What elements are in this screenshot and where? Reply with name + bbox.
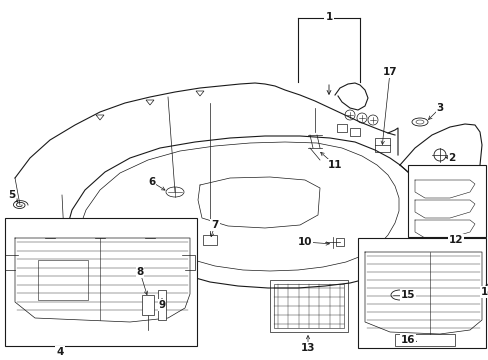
Text: 8: 8 <box>136 267 143 277</box>
Text: 10: 10 <box>297 237 312 247</box>
Bar <box>38 260 88 300</box>
Bar <box>336 124 346 132</box>
Text: 16: 16 <box>400 335 414 345</box>
Text: 4: 4 <box>56 347 63 357</box>
Bar <box>203 235 217 245</box>
Bar <box>158 290 165 320</box>
Text: 11: 11 <box>327 160 342 170</box>
Bar <box>407 165 485 237</box>
Text: 13: 13 <box>300 343 315 353</box>
Text: 17: 17 <box>382 67 397 77</box>
Bar <box>349 128 359 136</box>
Text: 14: 14 <box>480 287 488 297</box>
Bar <box>429 200 464 222</box>
Bar <box>5 218 197 346</box>
Text: 5: 5 <box>8 190 16 200</box>
Text: 2: 2 <box>447 153 455 163</box>
Text: 12: 12 <box>448 235 462 245</box>
Text: 7: 7 <box>211 220 218 230</box>
Bar <box>357 238 485 348</box>
Bar <box>273 284 343 328</box>
Bar <box>269 280 347 332</box>
Text: 1: 1 <box>325 12 332 22</box>
Bar <box>374 138 389 152</box>
Text: 15: 15 <box>400 290 414 300</box>
Bar <box>394 334 454 346</box>
Text: 3: 3 <box>435 103 443 113</box>
Text: 6: 6 <box>148 177 155 187</box>
Bar <box>142 295 154 315</box>
Bar <box>335 238 343 246</box>
Text: 9: 9 <box>158 300 165 310</box>
